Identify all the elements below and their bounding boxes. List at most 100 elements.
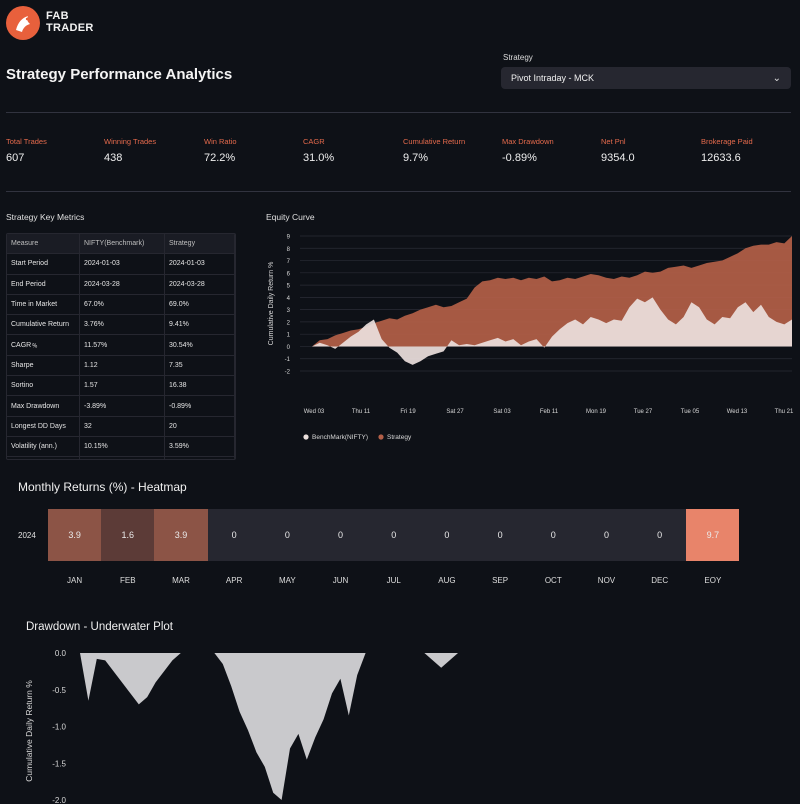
heatmap-column-label: SEP (492, 576, 509, 585)
key-metrics-title: Strategy Key Metrics (6, 212, 85, 222)
table-cell: Volatility (ann.) (7, 436, 80, 458)
table-cell: Sortino (7, 375, 80, 397)
strategy-select[interactable]: Pivot Intraday - MCK ⌄ (501, 67, 791, 89)
table-cell: 11.57% (79, 334, 165, 356)
table-cell: 30.54% (164, 334, 235, 356)
table-header-cell[interactable]: Measure (7, 234, 80, 255)
heatmap-cell-jan: 3.9 (48, 509, 102, 561)
y-tick-label: 9 (287, 235, 291, 241)
y-tick-label: -2.0 (52, 796, 66, 804)
heatmap-cell-oct: 0 (526, 509, 580, 561)
legend-benchmark-swatch[interactable] (303, 434, 309, 440)
legend-benchmark-label[interactable]: BenchMark(NIFTY) (312, 434, 368, 441)
metric-value: -0.89% (502, 152, 537, 164)
table-row: End Period 2024-03-28 2024-03-28 (7, 274, 235, 295)
heatmap-column-label: APR (225, 576, 243, 585)
x-tick-label: Mon 19 (586, 409, 607, 415)
y-axis-label: Cumulative Daily Return % (24, 680, 34, 782)
y-tick-label: -1 (285, 357, 291, 363)
table-row: Calmar2.9834.46 (7, 456, 235, 459)
metric-label: Winning Trades (104, 137, 157, 146)
x-tick-label: Tue 27 (634, 409, 653, 415)
table-cell: 1.12 (79, 355, 165, 377)
y-tick-label: -1.5 (52, 759, 66, 768)
table-cell: 2024-01-03 (164, 253, 235, 275)
x-tick-label: Feb 11 (540, 409, 559, 415)
metric-value: 31.0% (303, 152, 335, 164)
x-tick-label: Sat 27 (446, 409, 464, 415)
y-tick-label: 0.0 (55, 649, 67, 658)
heatmap-cell-apr: 0 (207, 509, 261, 561)
drawdown-area (80, 653, 458, 800)
table-cell: Time in Market (7, 294, 80, 316)
metric-total-trades: Total Trades 607 (6, 137, 47, 164)
y-tick-label: 8 (287, 247, 291, 253)
heatmap-cell-may: 0 (260, 509, 314, 561)
table-row: Time in Market 67.0% 69.0% (7, 294, 235, 316)
heatmap-cell-feb: 1.6 (101, 509, 155, 561)
heatmap-column-label: DEC (651, 576, 669, 585)
drawdown-title: Drawdown - Underwater Plot (26, 621, 174, 633)
metric-value: 12633.6 (701, 152, 741, 164)
table-row: Cumulative Return 3.76% 9.41% (7, 314, 235, 336)
table-row: Start Period 2024-01-03 2024-01-03 (7, 253, 235, 275)
y-axis-label: Cumulative Daily Return % (268, 262, 275, 346)
divider-top (6, 112, 791, 113)
series-benchmark-area (312, 297, 792, 365)
table-cell: 7.35 (164, 355, 235, 377)
heatmap-cells: 3.9 1.6 3.9 0 0 0 0 0 0 0 0 0 9.7 (48, 509, 740, 561)
drawdown-chart: 0.0 -0.5 -1.0 -1.5 -2.0 Cumulative Daily Retu… (24, 649, 458, 804)
table-cell: 20 (164, 416, 235, 437)
metric-win-ratio: Win Ratio 72.2% (204, 137, 237, 164)
table-cell: 3.76% (79, 314, 165, 336)
heatmap-title: Monthly Returns (%) - Heatmap (18, 480, 187, 494)
heatmap-cell-mar: 3.9 (154, 509, 208, 561)
key-metrics-table: Measure NIFTY(Benchmark) Strategy Start Pe… (6, 233, 236, 460)
metric-max-drawdown: Max Drawdown -0.89% (502, 137, 554, 164)
legend-strategy-swatch[interactable] (378, 434, 384, 440)
y-tick-label: 7 (287, 259, 291, 265)
heatmap-column-label: JAN (67, 576, 83, 585)
table-cell: 10.15% (79, 436, 165, 458)
table-cell: Calmar (7, 456, 80, 459)
x-tick-label: Wed 13 (727, 409, 748, 415)
table-cell: 34.46 (164, 456, 235, 459)
metric-label: Total Trades (6, 137, 47, 146)
y-tick-label: 5 (287, 284, 291, 290)
table-cell: 2024-03-28 (164, 274, 235, 295)
x-tick-label: Sat 03 (493, 409, 511, 415)
equity-curve-chart: -2 -1 0 1 2 3 4 5 6 7 8 9 Cumulative Daily Return % W… (268, 235, 794, 442)
divider-metrics (6, 191, 791, 192)
table-cell: 9.41% (164, 314, 235, 336)
heatmap-column-labels: JAN FEB MAR APR MAY JUN JUL AUG SEP OCT NOV DEC EOY (48, 576, 740, 585)
table-cell: CAGR﹪ (7, 334, 80, 356)
x-tick-label: Fri 19 (400, 409, 416, 415)
strategy-select-label: Strategy (503, 53, 533, 62)
metric-value: 607 (6, 152, 25, 164)
y-tick-label: 4 (287, 296, 291, 302)
heatmap-cell-aug: 0 (420, 509, 474, 561)
brand-line1: FAB (46, 10, 69, 22)
table-cell: End Period (7, 274, 80, 295)
heatmap-row-label: 2024 (18, 531, 36, 540)
legend-strategy-label[interactable]: Strategy (387, 434, 412, 441)
table-cell: 1.57 (79, 375, 165, 397)
table-header-cell[interactable]: Strategy (164, 234, 235, 255)
table-header-cell[interactable]: NIFTY(Benchmark) (79, 234, 165, 255)
table-cell: 67.0% (79, 294, 165, 316)
table-row: Volatility (ann.) 10.15% 3.59% (7, 436, 235, 458)
y-tick-label: -1.0 (52, 723, 66, 732)
y-tick-label: 1 (287, 333, 291, 339)
metric-value: 9.7% (403, 152, 429, 164)
heatmap-column-label: MAR (172, 576, 190, 585)
heatmap-cell-jun: 0 (313, 509, 368, 561)
brand-logo-icon (6, 6, 40, 40)
table-cell: Start Period (7, 253, 80, 275)
table-cell: -3.89% (79, 395, 165, 417)
table-cell: -0.89% (164, 395, 235, 417)
heatmap-column-label: JUN (332, 576, 349, 585)
metric-cumulative-return: Cumulative Return 9.7% (403, 137, 465, 164)
metric-label: Brokerage Paid (701, 137, 753, 146)
x-tick-label: Wed 03 (304, 409, 325, 415)
table-cell: 3.59% (164, 436, 235, 458)
